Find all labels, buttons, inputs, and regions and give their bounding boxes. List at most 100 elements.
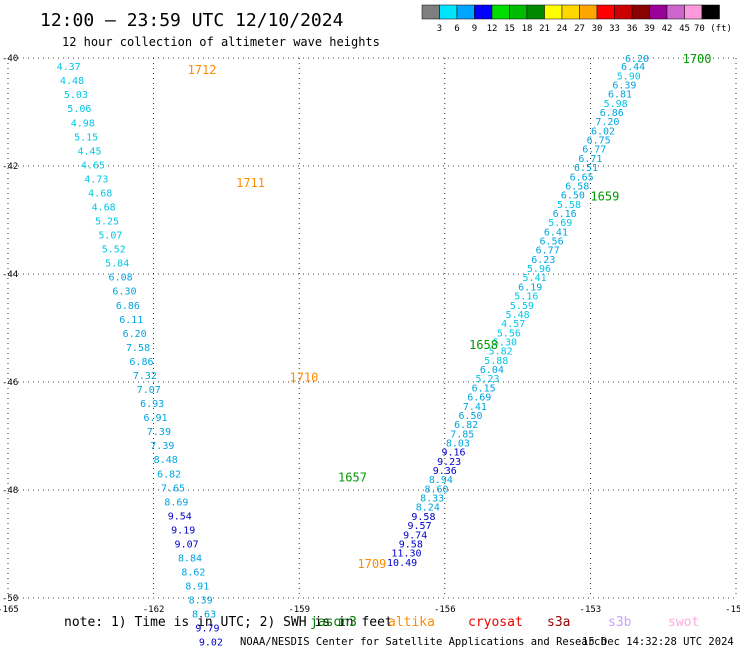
swh-value-label: 9.58 xyxy=(399,539,423,550)
color-scale-label: 42 xyxy=(662,24,673,34)
swh-value-label: 8.69 xyxy=(164,497,188,508)
color-scale-label: 33 xyxy=(609,24,620,34)
swh-value-label: 5.15 xyxy=(74,132,98,143)
swh-value-label: 6.69 xyxy=(467,393,491,404)
x-axis-tick-labels: -165 -162 -159 -156 -153 -150 xyxy=(0,605,740,615)
color-scale-label: 39 xyxy=(644,24,655,34)
y-tick-label: -44 xyxy=(2,270,18,280)
color-scale-swatch xyxy=(666,4,685,20)
satellite-legend-item: cryosat xyxy=(468,615,523,630)
swh-value-label: 5.56 xyxy=(497,328,521,339)
color-scale-swatch xyxy=(579,4,598,20)
x-tick-label: -150 xyxy=(725,605,740,615)
time-label: 1710 xyxy=(289,371,318,385)
swh-value-label: 8.63 xyxy=(192,610,216,621)
swh-value-label: 5.30 xyxy=(493,338,517,349)
swh-value-label: 6.58 xyxy=(565,181,589,192)
swh-value-label: 5.03 xyxy=(64,90,88,101)
time-label: 1712 xyxy=(188,63,217,77)
time-label: 1659 xyxy=(590,190,619,204)
swh-value-label: 6.50 xyxy=(458,411,482,422)
swh-value-label: 9.57 xyxy=(408,521,432,532)
time-label: 1700 xyxy=(683,52,712,66)
swh-value-label: 7.39 xyxy=(150,441,174,452)
swh-value-label: 8.48 xyxy=(154,455,178,466)
swh-value-label: 4.73 xyxy=(84,174,108,185)
y-axis-tick-labels: -40 -42 -44 -46 -48 -50 xyxy=(2,54,18,604)
color-scale-bar xyxy=(421,4,720,20)
swh-value-label: 7.41 xyxy=(463,402,487,413)
color-scale-swatch xyxy=(526,4,545,20)
swh-value-label: 6.20 xyxy=(123,329,147,340)
color-scale-swatch xyxy=(561,4,580,20)
swh-value-label: 6.81 xyxy=(608,90,632,101)
swh-value-label: 6.19 xyxy=(518,282,542,293)
swh-value-label: 7.20 xyxy=(595,117,619,128)
swh-value-label: 5.52 xyxy=(102,245,126,256)
swh-value-label: 7.07 xyxy=(137,385,161,396)
swh-value-label: 5.23 xyxy=(475,374,499,385)
swh-value-label: 5.58 xyxy=(557,200,581,211)
swh-value-label: 9.74 xyxy=(403,530,427,541)
swh-value-label: 8.60 xyxy=(425,484,449,495)
swh-value-label: 6.82 xyxy=(454,420,478,431)
swh-value-label: 6.50 xyxy=(561,191,585,202)
swh-value-label: 9.07 xyxy=(175,539,199,550)
footer-timestamp: 15 Dec 14:32:28 UTC 2024 xyxy=(582,636,734,648)
swh-value-label: 4.37 xyxy=(57,62,81,73)
color-scale-swatch xyxy=(544,4,563,20)
color-scale-label: 15 xyxy=(504,24,515,34)
time-label: 1657 xyxy=(338,471,367,485)
swh-value-label: 4.45 xyxy=(77,146,101,157)
swh-value-label: 5.96 xyxy=(527,264,551,275)
y-tick-label: -42 xyxy=(2,162,18,172)
swh-value-label: 6.41 xyxy=(544,227,568,238)
swh-value-label: 5.82 xyxy=(489,347,513,358)
y-tick-label: -48 xyxy=(2,486,18,496)
track-altika: 4.37 4.48 5.03 5.06 4.98 5.15 4.45 4.65 4.73 4.68… xyxy=(57,62,387,649)
color-scale-label: 9 xyxy=(472,24,477,34)
swh-value-label: 6.91 xyxy=(143,413,167,424)
color-scale-label: 18 xyxy=(522,24,533,34)
swh-value-label: 6.16 xyxy=(553,209,577,220)
color-scale-swatch xyxy=(491,4,510,20)
color-scale-swatch xyxy=(509,4,528,20)
swh-value-label: 5.06 xyxy=(67,104,91,115)
color-scale-swatch xyxy=(456,4,475,20)
swh-value-label: 5.16 xyxy=(514,292,538,303)
swh-value-label: 6.23 xyxy=(531,255,555,266)
y-tick-label: -50 xyxy=(2,594,18,604)
y-tick-label: -46 xyxy=(2,378,18,388)
swh-value-label: 6.56 xyxy=(540,237,564,248)
swh-value-label: 6.86 xyxy=(600,108,624,119)
swh-value-label: 5.41 xyxy=(523,273,547,284)
color-scale-label: 12 xyxy=(487,24,498,34)
swh-value-label: 9.79 xyxy=(195,624,219,635)
swh-value-label: 6.02 xyxy=(591,126,615,137)
chart-subtitle: 12 hour collection of altimeter wave hei… xyxy=(62,35,380,49)
color-scale-swatch xyxy=(684,4,703,20)
swh-value-label: 6.71 xyxy=(578,154,602,165)
color-scale-swatch xyxy=(439,4,458,20)
swh-value-label: 6.51 xyxy=(574,163,598,174)
color-scale-label: 6 xyxy=(454,24,459,34)
swh-value-label: 7.58 xyxy=(126,343,150,354)
satellite-legend-item: s3a xyxy=(547,615,570,630)
swh-value-label: 4.65 xyxy=(81,160,105,171)
x-tick-label: -156 xyxy=(434,605,456,615)
x-tick-label: -153 xyxy=(580,605,602,615)
swh-value-label: 6.04 xyxy=(480,365,504,376)
swh-value-label: 5.07 xyxy=(98,231,122,242)
swh-value-label: 6.86 xyxy=(116,301,140,312)
x-tick-label: -159 xyxy=(288,605,310,615)
swh-value-label: 8.62 xyxy=(181,568,205,579)
swh-value-label: 7.65 xyxy=(161,483,185,494)
swh-value-label: 8.33 xyxy=(420,494,444,505)
color-scale-label: 30 xyxy=(592,24,603,34)
satellite-tracks: 6.206.445.906.396.815.986.867.206.026.75… xyxy=(57,52,712,649)
swh-value-label: 8.24 xyxy=(416,503,440,514)
color-scale-labels: 3 6 9 12 15 18 21 24 27 30 33 36 39 42 45 70 (ft) xyxy=(437,24,732,34)
footer-note: note: 1) Time is in UTC; 2) SWH is in fe… xyxy=(64,615,393,630)
satellite-legend-item: altika xyxy=(388,615,435,630)
color-scale-swatch xyxy=(614,4,633,20)
